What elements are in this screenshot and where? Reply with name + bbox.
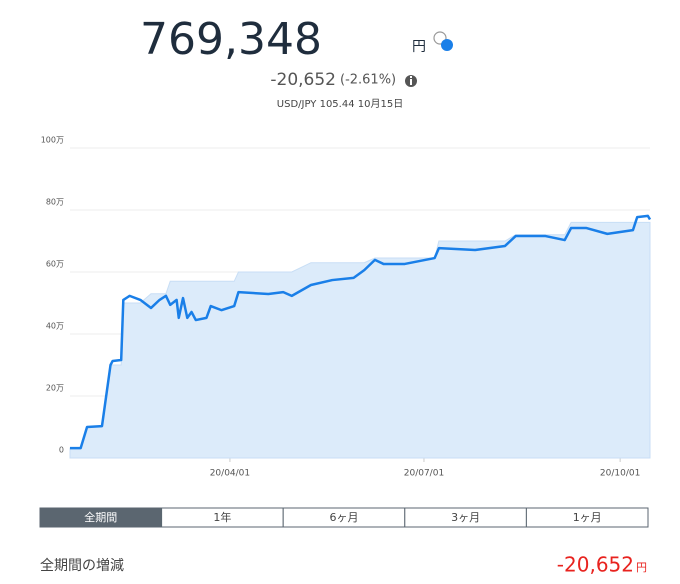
tab-label[interactable]: 1ヶ月 [573, 511, 602, 524]
y-tick-label: 80万 [46, 198, 64, 207]
y-tick-label: 100万 [41, 136, 64, 145]
tab[interactable] [525, 507, 649, 528]
value-line [70, 214, 652, 450]
y-tick-label: 0 [59, 446, 64, 455]
x-tick-label: 20/07/01 [404, 469, 444, 479]
tabs: 全期間 1年 6ヶ月 3ヶ月 1ヶ月 [39, 507, 649, 528]
info-icon[interactable] [405, 75, 417, 87]
fx-rate: USD/JPY 105.44 10月15日 [277, 98, 403, 110]
currency-icon[interactable] [433, 31, 453, 51]
footer-value: -20,652 [557, 553, 634, 577]
y-tick-label: 60万 [46, 260, 64, 269]
tab-label[interactable]: 6ヶ月 [330, 511, 359, 524]
tab-label[interactable]: 1年 [213, 510, 231, 524]
change: -20,652 [270, 70, 336, 90]
total-value: 769,348 [140, 14, 322, 65]
tab-label[interactable]: 3ヶ月 [451, 511, 480, 524]
footer-unit: 円 [636, 561, 647, 574]
total-unit: 円 [412, 39, 426, 55]
y-tick-label: 20万 [46, 384, 64, 393]
footer-label: 全期間の増減 [40, 557, 124, 574]
x-tick-label: 20/04/01 [210, 469, 250, 479]
change-pct: (-2.61%) [340, 73, 396, 88]
chart: 0 20万 40万 60万 80万 100万 20/04/01 20/07/01 20/10/0… [41, 136, 652, 479]
y-tick-label: 40万 [46, 322, 64, 331]
x-tick-label: 20/10/01 [600, 469, 640, 479]
principal-area [69, 221, 651, 459]
tab-label[interactable]: 全期間 [84, 510, 117, 524]
